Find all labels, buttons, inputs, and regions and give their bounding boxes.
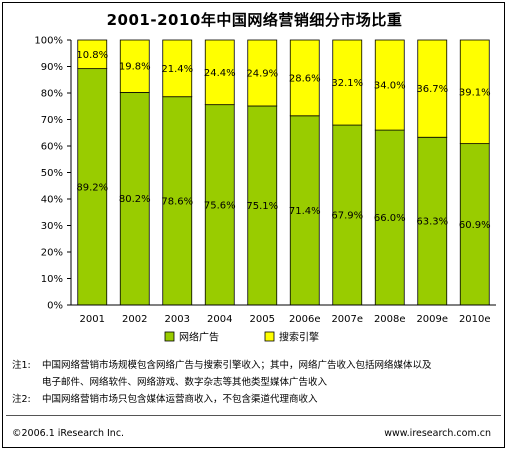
data-label: 67.9% [331, 211, 363, 222]
data-label: 28.6% [289, 73, 321, 84]
bar-search-engine [247, 39, 278, 107]
note-2: 注2: 中国网络营销市场只包含媒体运营商收入，不包含渠道代理商收入 [12, 391, 318, 405]
x-tick-label: 2006e [289, 314, 321, 325]
footer-divider [6, 415, 501, 416]
data-label: 60.9% [459, 220, 491, 231]
data-label: 66.0% [374, 213, 406, 224]
data-label: 75.6% [204, 200, 236, 211]
y-tick-label: 30% [41, 221, 63, 232]
bar-search-engine [417, 39, 448, 138]
x-tick-label: 2008e [374, 314, 406, 325]
bar-online-ads [417, 136, 448, 306]
bar-online-ads [119, 92, 150, 306]
x-tick-label: 2003 [165, 314, 190, 325]
x-tick-label: 2010e [459, 314, 491, 325]
data-label: 24.4% [204, 68, 236, 79]
y-tick-label: 100% [34, 36, 63, 47]
bar-online-ads [374, 129, 405, 306]
chart-title: 2001-2010年中国网络营销细分市场比重 [106, 11, 403, 29]
y-tick-label: 20% [41, 248, 63, 259]
note-1: 注1: 中国网络营销市场规模包含网络广告与搜索引擎收入；其中，网络广告收入包括网络… [12, 357, 432, 371]
note-1-continued: 电子邮件、网络软件、网络游戏、数字杂志等其他类型媒体广告收入 [12, 374, 327, 388]
data-label: 63.3% [416, 217, 448, 228]
legend-label: 网络广告 [179, 331, 219, 344]
data-label: 71.4% [289, 206, 321, 217]
data-label: 21.4% [161, 64, 193, 75]
data-label: 89.2% [76, 182, 108, 193]
y-tick-label: 40% [41, 195, 63, 206]
bar-search-engine [77, 39, 108, 70]
bar-search-engine [119, 39, 150, 93]
bar-online-ads [459, 143, 490, 306]
bar-search-engine [162, 39, 193, 98]
data-label: 39.1% [459, 87, 491, 98]
data-label: 10.8% [76, 50, 108, 61]
data-label: 32.1% [331, 78, 363, 89]
x-tick-label: 2009e [416, 314, 448, 325]
note-1-tag: 注1: [12, 360, 31, 371]
bar-search-engine [332, 39, 363, 126]
y-tick-label: 90% [41, 62, 63, 73]
y-tick-label: 0% [47, 301, 63, 312]
legend-label: 搜索引擎 [279, 331, 319, 344]
data-label: 80.2% [119, 194, 151, 205]
bar-search-engine [289, 39, 320, 117]
bar-online-ads [247, 105, 278, 306]
y-tick-label: 70% [41, 115, 63, 126]
copyright-text: ©2006.1 iResearch Inc. [12, 428, 125, 439]
x-tick-label: 2001 [80, 314, 105, 325]
data-label: 19.8% [119, 62, 151, 73]
bar-search-engine [204, 39, 235, 106]
note-2-tag: 注2: [12, 394, 31, 405]
x-tick-label: 2005 [250, 314, 275, 325]
x-tick-label: 2007e [331, 314, 363, 325]
data-label: 36.7% [416, 84, 448, 95]
y-tick-label: 60% [41, 142, 63, 153]
website-link[interactable]: www.iresearch.com.cn [384, 428, 491, 439]
y-tick-label: 50% [41, 168, 63, 179]
data-label: 75.1% [246, 201, 278, 212]
x-tick-label: 2002 [122, 314, 147, 325]
stacked-bar-chart: 0% 10% 20% 30% 40% 50% 60% 70% 80% 90% 100% 89.2% 10… [34, 36, 496, 344]
data-label: 78.6% [161, 196, 193, 207]
bar-online-ads [77, 68, 108, 306]
data-label: 34.0% [374, 81, 406, 92]
bar-online-ads [162, 96, 193, 306]
note-1-line-2: 电子邮件、网络软件、网络游戏、数字杂志等其他类型媒体广告收入 [42, 377, 328, 388]
note-2-line-1: 中国网络营销市场只包含媒体运营商收入，不包含渠道代理商收入 [42, 394, 318, 405]
bar-search-engine [459, 39, 490, 145]
x-tick-label: 2004 [207, 314, 232, 325]
bar-online-ads [332, 124, 363, 306]
legend-swatch-search-engine [264, 331, 275, 342]
note-1-line-1: 中国网络营销市场规模包含网络广告与搜索引擎收入；其中，网络广告收入包括网络媒体以… [42, 360, 432, 371]
bar-search-engine [374, 39, 405, 131]
data-label: 24.9% [246, 68, 278, 79]
y-tick-label: 10% [41, 274, 63, 285]
legend-swatch-online-ads [164, 331, 175, 342]
y-tick-label: 80% [41, 89, 63, 100]
